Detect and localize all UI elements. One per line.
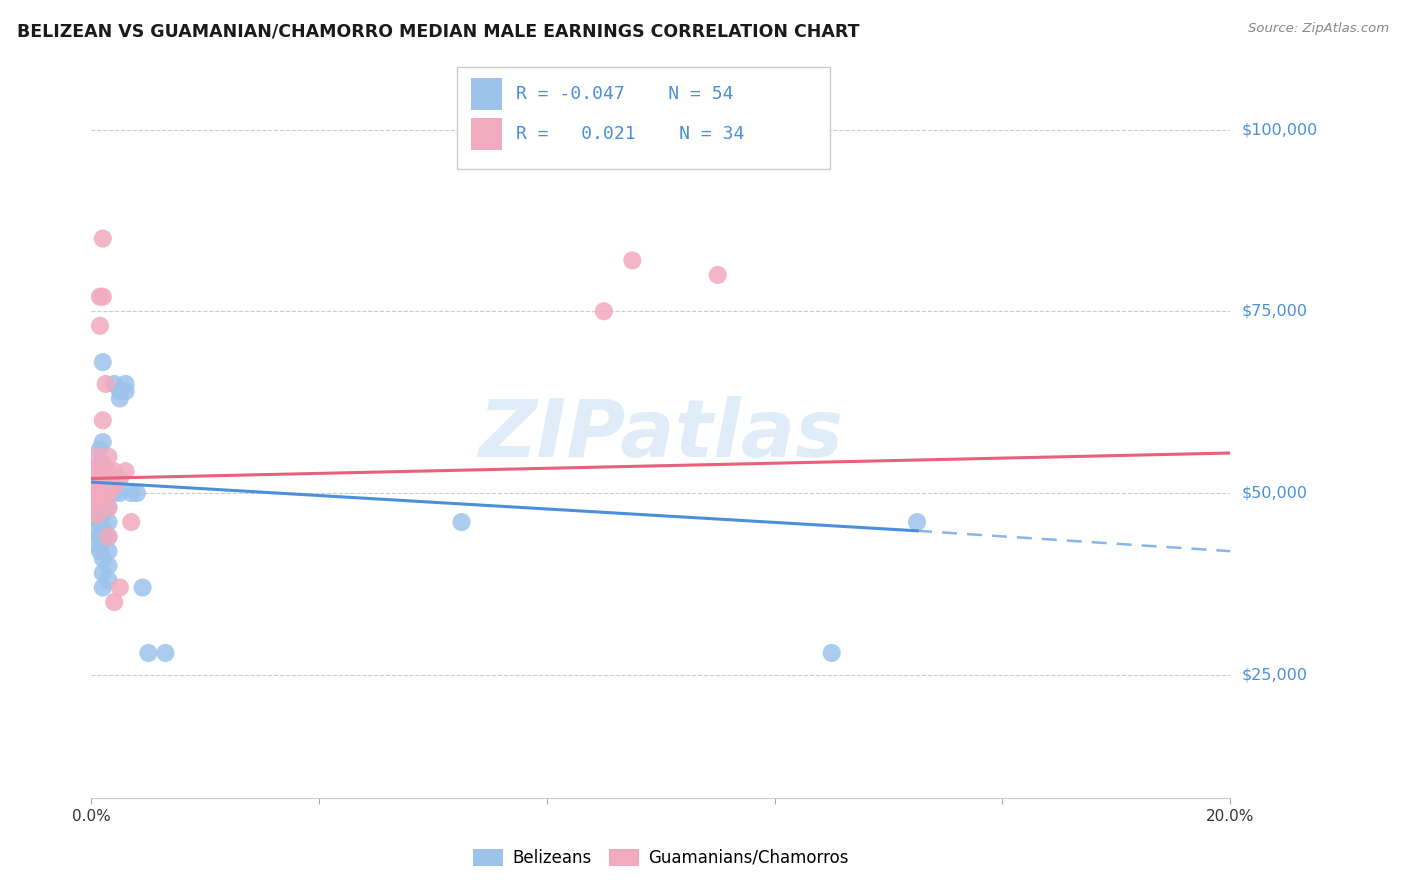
Point [103,595,125,609]
Legend: Belizeans, Guamanians/Chamorros: Belizeans, Guamanians/Chamorros [465,842,856,873]
Point [91,479,114,493]
Text: Source: ZipAtlas.com: Source: ZipAtlas.com [1249,22,1389,36]
Point [97,486,120,500]
Point [86,500,108,515]
Point [91,551,114,566]
Point [97,558,120,573]
Point [108,486,131,500]
Point [91,493,114,508]
Point [89,318,111,333]
Point [103,464,125,478]
Point [89,471,111,485]
Point [89,515,111,529]
Point [97,464,120,478]
Point [91,581,114,595]
Point [108,392,131,406]
Point [86,537,108,551]
Text: BELIZEAN VS GUAMANIAN/CHAMORRO MEDIAN MALE EARNINGS CORRELATION CHART: BELIZEAN VS GUAMANIAN/CHAMORRO MEDIAN MA… [17,22,859,40]
Point [97,530,120,544]
Text: $75,000: $75,000 [1241,304,1308,318]
Point [91,479,114,493]
Point [91,231,114,245]
Point [83,475,105,489]
Point [86,522,108,536]
Point [86,490,108,504]
Point [89,486,111,500]
Text: $50,000: $50,000 [1241,485,1308,500]
Point [89,442,111,457]
Point [91,566,114,580]
Point [94,376,117,391]
Point [91,522,114,536]
Point [114,464,136,478]
Text: R = -0.047    N = 54: R = -0.047 N = 54 [516,85,734,103]
Point [83,497,105,511]
Text: ZIPatlas: ZIPatlas [478,396,844,474]
Point [89,290,111,304]
Point [89,457,111,471]
Point [97,500,120,515]
Point [86,479,108,493]
Text: $100,000: $100,000 [1241,122,1317,137]
Point [97,486,120,500]
Point [89,544,111,558]
Point [91,508,114,522]
Point [593,304,616,318]
Point [114,376,136,391]
Point [91,471,114,485]
Text: R =   0.021    N = 34: R = 0.021 N = 34 [516,125,744,143]
Point [103,486,125,500]
Point [103,376,125,391]
Point [155,646,177,660]
Point [86,511,108,525]
Text: $25,000: $25,000 [1241,667,1308,682]
Point [621,253,644,268]
Point [97,544,120,558]
Point [83,497,105,511]
Point [91,493,114,508]
Point [91,457,114,471]
Point [820,646,842,660]
Point [91,413,114,427]
Point [97,530,120,544]
Point [89,500,111,515]
Point [108,384,131,399]
Point [706,268,728,282]
Point [83,486,105,500]
Point [91,533,114,548]
Point [108,471,131,485]
Point [125,486,148,500]
Point [86,450,108,464]
Point [450,515,472,529]
Point [114,384,136,399]
Point [97,471,120,485]
Point [86,493,108,508]
Point [97,573,120,587]
Point [108,581,131,595]
Point [83,471,105,485]
Point [103,471,125,485]
Point [138,646,160,660]
Point [91,355,114,369]
Point [83,508,105,522]
Point [131,581,153,595]
Point [86,464,108,478]
Point [91,290,114,304]
Point [89,530,111,544]
Point [905,515,928,529]
Point [86,479,108,493]
Point [120,515,142,529]
Point [97,450,120,464]
Point [97,515,120,529]
Point [97,471,120,485]
Point [83,486,105,500]
Point [86,464,108,478]
Point [97,500,120,515]
Point [103,479,125,493]
Point [120,486,142,500]
Point [86,508,108,522]
Point [83,464,105,478]
Point [91,435,114,450]
